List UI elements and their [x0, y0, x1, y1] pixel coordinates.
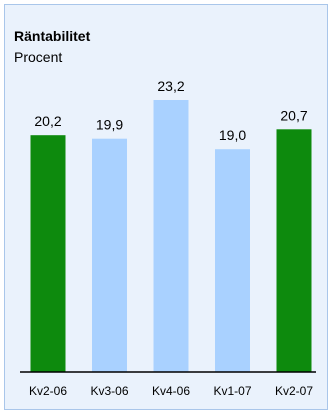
- chart-title: Räntabilitet: [14, 28, 91, 44]
- category-label: Kv2-07: [275, 384, 313, 398]
- bar-kv1-07: [215, 149, 250, 372]
- value-label: 20,7: [280, 107, 307, 123]
- category-label: Kv2-06: [29, 384, 67, 398]
- value-label: 19,0: [219, 127, 246, 143]
- bar-kv3-06: [92, 138, 127, 372]
- bar-kv2-07: [276, 129, 312, 372]
- bar-kv2-06: [30, 135, 66, 372]
- bar-kv4-06: [153, 100, 189, 372]
- category-label: Kv3-06: [90, 384, 128, 398]
- value-label: 23,2: [157, 78, 184, 94]
- value-label: 19,9: [96, 117, 123, 133]
- chart-subtitle: Procent: [14, 49, 63, 65]
- category-label: Kv1-07: [213, 384, 251, 398]
- value-label: 20,2: [34, 113, 61, 129]
- category-label: Kv4-06: [152, 384, 190, 398]
